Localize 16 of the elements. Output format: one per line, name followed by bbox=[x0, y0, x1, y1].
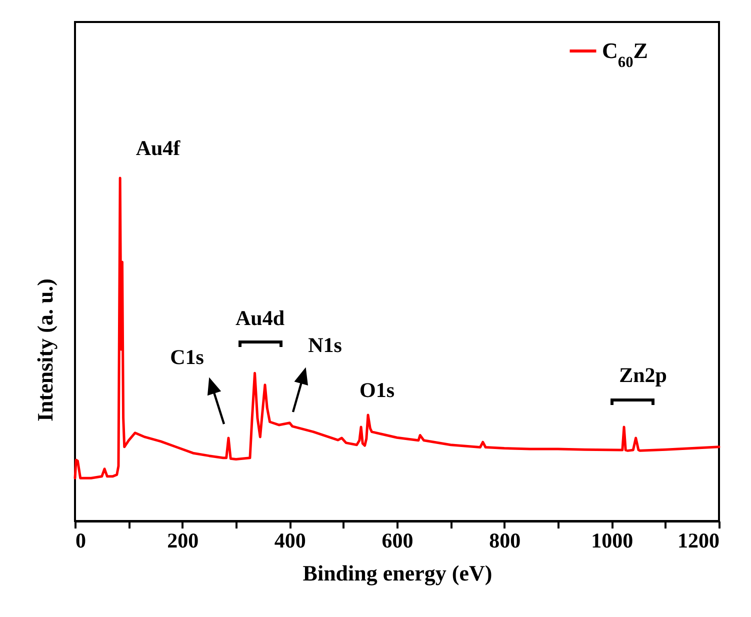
x-tick-label: 0 bbox=[76, 528, 86, 552]
text: Au4f bbox=[136, 136, 182, 160]
annotation: C1s bbox=[170, 345, 204, 369]
x-tick-label: 1200 bbox=[678, 528, 720, 552]
x-tick-label: 400 bbox=[274, 528, 306, 552]
annotation: O1s bbox=[359, 378, 395, 402]
y-axis-title: Intensity (a. u.) bbox=[32, 278, 58, 422]
x-tick-label: 200 bbox=[167, 528, 199, 552]
x-tick-label: 800 bbox=[489, 528, 521, 552]
legend-label: C$_{60}$Z bbox=[602, 38, 648, 70]
x-axis-title: Binding energy (eV) bbox=[302, 560, 492, 586]
annotation: Zn2p bbox=[619, 363, 667, 387]
annotation: N1s bbox=[308, 333, 342, 357]
annotation: Au4d bbox=[235, 306, 285, 330]
x-tick-label: 600 bbox=[382, 528, 414, 552]
x-tick-label: 1000 bbox=[591, 528, 634, 552]
